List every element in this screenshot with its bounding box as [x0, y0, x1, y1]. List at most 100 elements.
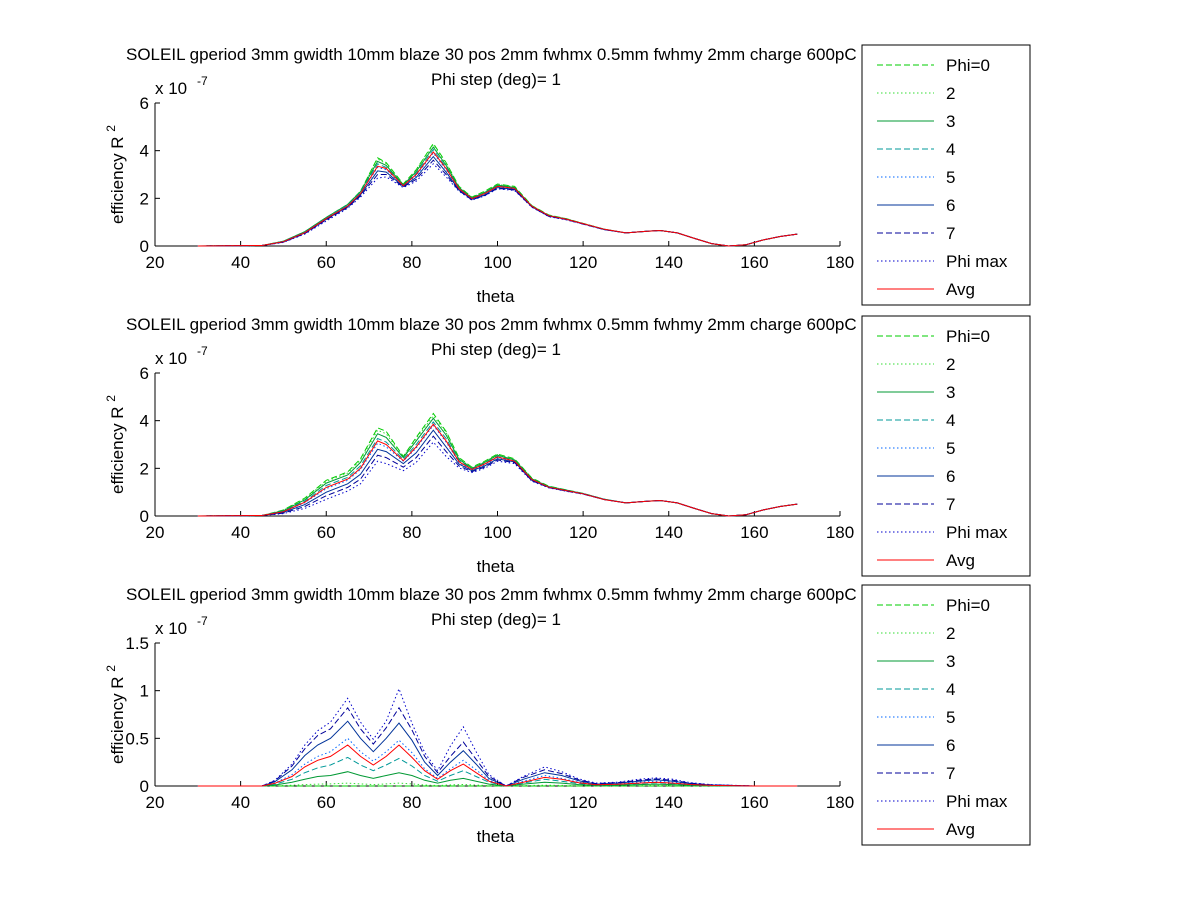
x-tick-label: 160 [740, 253, 768, 272]
legend-entry: 6 [946, 736, 955, 755]
legend-entry: 6 [946, 467, 955, 486]
chart-title: SOLEIL gperiod 3mm gwidth 10mm blaze 30 … [126, 315, 954, 334]
series-line-5 [197, 152, 798, 247]
series-line-1 [197, 412, 798, 517]
chart-title: SOLEIL gperiod 3mm gwidth 10mm blaze 30 … [126, 45, 954, 64]
chart-subtitle: Phi step (deg)= 1 [431, 340, 561, 359]
x-tick-label: 120 [569, 523, 597, 542]
y-tick-label: 0 [140, 777, 149, 796]
y-tick-label: 2 [140, 459, 149, 478]
legend-entry: Phi=0 [946, 56, 990, 75]
series-line-8 [197, 441, 798, 517]
legend-entry: Phi max [946, 792, 1008, 811]
series-line-3 [197, 771, 798, 787]
x-tick-label: 180 [826, 253, 854, 272]
x-tick-label: 160 [740, 523, 768, 542]
series-line-5 [197, 737, 798, 787]
x-tick-label: 100 [483, 523, 511, 542]
series-line-2 [197, 782, 798, 787]
x-tick-label: 120 [569, 253, 597, 272]
legend-box [861, 584, 1031, 846]
x-tick-label: 80 [402, 523, 421, 542]
series-line-4 [197, 148, 798, 247]
legend-entry: Phi max [946, 523, 1008, 542]
legend-entry: Phi=0 [946, 327, 990, 346]
x-tick-label: 60 [317, 253, 336, 272]
x-tick-label: 40 [231, 523, 250, 542]
x-tick-label: 60 [317, 793, 336, 812]
legend-entry: Phi max [946, 252, 1008, 271]
y-tick-label: 6 [140, 94, 149, 113]
x-tick-label: 140 [655, 253, 683, 272]
legend-box [861, 315, 1031, 577]
legend-entry: 4 [946, 140, 955, 159]
y-exponent-label: x 10 [155, 619, 187, 638]
legend-entry: Avg [946, 820, 975, 839]
y-axis-label: efficiency R 2 [104, 395, 127, 494]
x-axis-label: theta [477, 557, 515, 576]
x-axis-label: theta [477, 287, 515, 306]
legend-entry: 4 [946, 411, 955, 430]
chart-subtitle: Phi step (deg)= 1 [431, 610, 561, 629]
x-tick-label: 100 [483, 793, 511, 812]
series-line-3 [197, 417, 798, 517]
y-tick-label: 4 [140, 412, 149, 431]
legend-entry: 2 [946, 624, 955, 643]
x-tick-label: 20 [146, 523, 165, 542]
x-tick-label: 60 [317, 523, 336, 542]
legend-entry: 5 [946, 168, 955, 187]
x-tick-label: 40 [231, 793, 250, 812]
series-line-7 [197, 706, 798, 787]
x-tick-label: 20 [146, 793, 165, 812]
series-line-9 [197, 744, 798, 787]
x-tick-label: 80 [402, 253, 421, 272]
legend-box [861, 44, 1031, 306]
x-tick-label: 180 [826, 523, 854, 542]
legend-entry: 2 [946, 84, 955, 103]
legend: Phi=0 2 3 4 5 6 7 Phi max Avg [861, 584, 1031, 846]
series-line-2 [197, 415, 798, 517]
series-line-2 [197, 143, 798, 247]
legend-entry: 6 [946, 196, 955, 215]
series-line-3 [197, 146, 798, 247]
chart-subtitle: Phi step (deg)= 1 [431, 70, 561, 89]
y-tick-label: 0 [140, 237, 149, 256]
x-axis-label: theta [477, 827, 515, 846]
y-tick-label: 0.5 [125, 729, 149, 748]
legend-entry: Avg [946, 280, 975, 299]
series-line-8 [197, 687, 798, 787]
series-line-1 [197, 142, 798, 247]
y-tick-label: 2 [140, 189, 149, 208]
subplot-2: 20 40 60 80 100 120 140 160 180 0 2 4 6 x 10 -7 theta ef… [104, 315, 1031, 577]
legend-entry: 3 [946, 652, 955, 671]
legend-entry: 7 [946, 495, 955, 514]
legend-entry: 7 [946, 224, 955, 243]
series-line-6 [197, 720, 798, 787]
x-tick-label: 100 [483, 253, 511, 272]
x-tick-label: 80 [402, 793, 421, 812]
y-axis-label: efficiency R 2 [104, 665, 127, 764]
y-tick-label: 1.5 [125, 634, 149, 653]
y-exponent-power: -7 [197, 614, 208, 628]
series-line-9 [197, 151, 798, 247]
series-line-7 [197, 159, 798, 247]
legend-entry: Avg [946, 551, 975, 570]
series-line-5 [197, 424, 798, 517]
legend: Phi=0 2 3 4 5 6 7 Phi max Avg [861, 44, 1031, 306]
legend-entry: 4 [946, 680, 955, 699]
series-line-6 [197, 429, 798, 517]
subplot-3: 20 40 60 80 100 120 140 160 180 0 0.5 1 1.5 x 10 -7 the… [104, 584, 1031, 846]
series-line-6 [197, 155, 798, 247]
x-tick-label: 160 [740, 793, 768, 812]
series-line-9 [197, 423, 798, 517]
x-tick-label: 40 [231, 253, 250, 272]
legend-entry: Phi=0 [946, 596, 990, 615]
x-tick-label: 140 [655, 523, 683, 542]
y-tick-label: 6 [140, 364, 149, 383]
series-line-7 [197, 435, 798, 517]
legend-entry: 3 [946, 112, 955, 131]
subplot-1: 20 40 60 80 100 120 140 160 180 0 2 4 6 x 10 -7 theta ef… [104, 44, 1031, 306]
x-tick-label: 120 [569, 793, 597, 812]
y-tick-label: 1 [140, 682, 149, 701]
y-tick-label: 4 [140, 142, 149, 161]
